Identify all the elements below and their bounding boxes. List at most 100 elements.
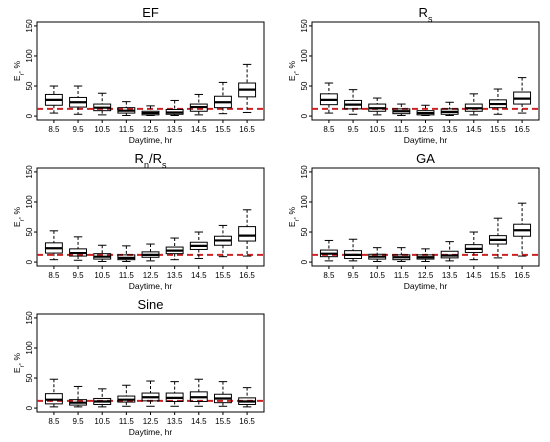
y-tick-label: 150 [25, 311, 34, 325]
iqr-box [239, 227, 256, 241]
box [393, 248, 410, 262]
x-axis-label: Daytime, hr [129, 281, 173, 291]
x-tick-label: 9.5 [347, 125, 359, 134]
box [166, 382, 183, 407]
x-tick-label: 13.5 [167, 417, 183, 426]
box [369, 248, 386, 262]
panel-1: Rs050100150Er, %8.5 9.5 10.5 11.5 12.5 13.5 14… [287, 5, 539, 145]
title-main: R [135, 151, 144, 166]
x-tick-label: 9.5 [72, 417, 84, 426]
x-tick-label: 10.5 [94, 125, 110, 134]
x-tick-label: 14.5 [191, 417, 207, 426]
y-tick-label: 0 [300, 259, 309, 264]
x-tick-label: 16.5 [514, 271, 530, 280]
box [441, 102, 458, 115]
title-subscript: s [428, 14, 433, 24]
box [45, 379, 62, 407]
box [239, 64, 256, 112]
panel-title: Rn/Rs [135, 151, 167, 170]
box [441, 242, 458, 261]
panel-title: Rs [419, 5, 433, 24]
y-axis-label: Er, % [12, 352, 26, 373]
x-tick-label: 8.5 [48, 271, 60, 280]
x-tick-label: 12.5 [143, 271, 159, 280]
x-tick-label: 8.5 [48, 125, 60, 134]
x-tick-label: 14.5 [191, 125, 207, 134]
x-tick-label: 16.5 [239, 125, 255, 134]
y-tick-label: 0 [25, 259, 34, 264]
y-axis-label: Er, % [287, 206, 301, 227]
x-tick-label: 8.5 [48, 417, 60, 426]
box [142, 244, 159, 261]
box [239, 388, 256, 407]
panel-0: EF 0 50 100 150 Er, % 8.5 9.5 10.5 11.5 12.5 13.5 14… [12, 5, 264, 145]
box [465, 94, 482, 115]
x-tick-label: 13.5 [442, 271, 458, 280]
plot-frame [37, 22, 264, 120]
title-main: R [419, 5, 428, 20]
panel-4: Sine050100150Er, %8.5 9.5 10.5 11.5 12.5 13.5… [12, 297, 264, 437]
x-tick-label: 12.5 [418, 271, 434, 280]
panel-title: EF [142, 5, 159, 20]
x-axis-label: Daytime, hr [404, 135, 448, 145]
x-tick-label: 11.5 [119, 417, 135, 426]
box [214, 382, 231, 407]
box [320, 240, 337, 260]
y-tick-label: 50 [300, 81, 309, 90]
x-tick-label: 10.5 [369, 271, 385, 280]
x-tick-label: 14.5 [466, 271, 482, 280]
y-tick-label: 150 [25, 19, 34, 33]
title-suffix-subscript: s [162, 160, 167, 170]
x-tick-label: 13.5 [167, 271, 183, 280]
x-tick-label: 10.5 [94, 417, 110, 426]
x-tick-label: 16.5 [239, 417, 255, 426]
y-tick-label: 100 [25, 49, 34, 63]
x-tick-label: 10.5 [369, 125, 385, 134]
box [514, 203, 531, 256]
title-main: EF [142, 5, 159, 20]
x-tick-label: 12.5 [418, 125, 434, 134]
box [70, 237, 87, 260]
panel-3: GA 0 50 100 150 Er, % 8.5 9.5 10.5 11.5 12.5 13.5 14… [287, 151, 539, 291]
x-tick-label: 15.5 [215, 125, 231, 134]
y-tick-label: 50 [25, 373, 34, 382]
x-tick-label: 9.5 [72, 271, 84, 280]
box [489, 89, 506, 114]
x-axis-label: Daytime, hr [129, 135, 173, 145]
y-tick-label: 150 [300, 165, 309, 179]
y-tick-label: 0 [25, 113, 34, 118]
x-axis-label: Daytime, hr [404, 281, 448, 291]
y-tick-label: 100 [300, 195, 309, 209]
box [369, 98, 386, 115]
y-axis-label: Er, % [12, 206, 26, 227]
box [417, 249, 434, 262]
box [118, 246, 135, 262]
y-tick-label: 100 [25, 195, 34, 209]
x-tick-label: 11.5 [119, 125, 135, 134]
x-tick-label: 9.5 [347, 271, 359, 280]
y-tick-label: 100 [300, 49, 309, 63]
x-tick-label: 8.5 [323, 125, 335, 134]
box [94, 389, 111, 407]
panel-title: GA [416, 151, 435, 166]
x-tick-label: 11.5 [394, 271, 410, 280]
panel-title: Sine [137, 297, 163, 312]
title-main: GA [416, 151, 435, 166]
y-tick-label: 50 [25, 81, 34, 90]
y-tick-label: 0 [300, 113, 309, 118]
box [514, 78, 531, 113]
box [417, 105, 434, 115]
box [70, 86, 87, 114]
box [489, 218, 506, 258]
y-label-suffix: , % [12, 60, 22, 73]
box [142, 106, 159, 116]
x-axis-label: Daytime, hr [129, 427, 173, 437]
x-tick-label: 11.5 [394, 125, 410, 134]
box [239, 210, 256, 256]
y-tick-label: 150 [300, 19, 309, 33]
y-tick-label: 50 [300, 227, 309, 236]
y-label-suffix: , % [12, 352, 22, 365]
x-tick-label: 8.5 [323, 271, 335, 280]
x-tick-label: 15.5 [490, 125, 506, 134]
